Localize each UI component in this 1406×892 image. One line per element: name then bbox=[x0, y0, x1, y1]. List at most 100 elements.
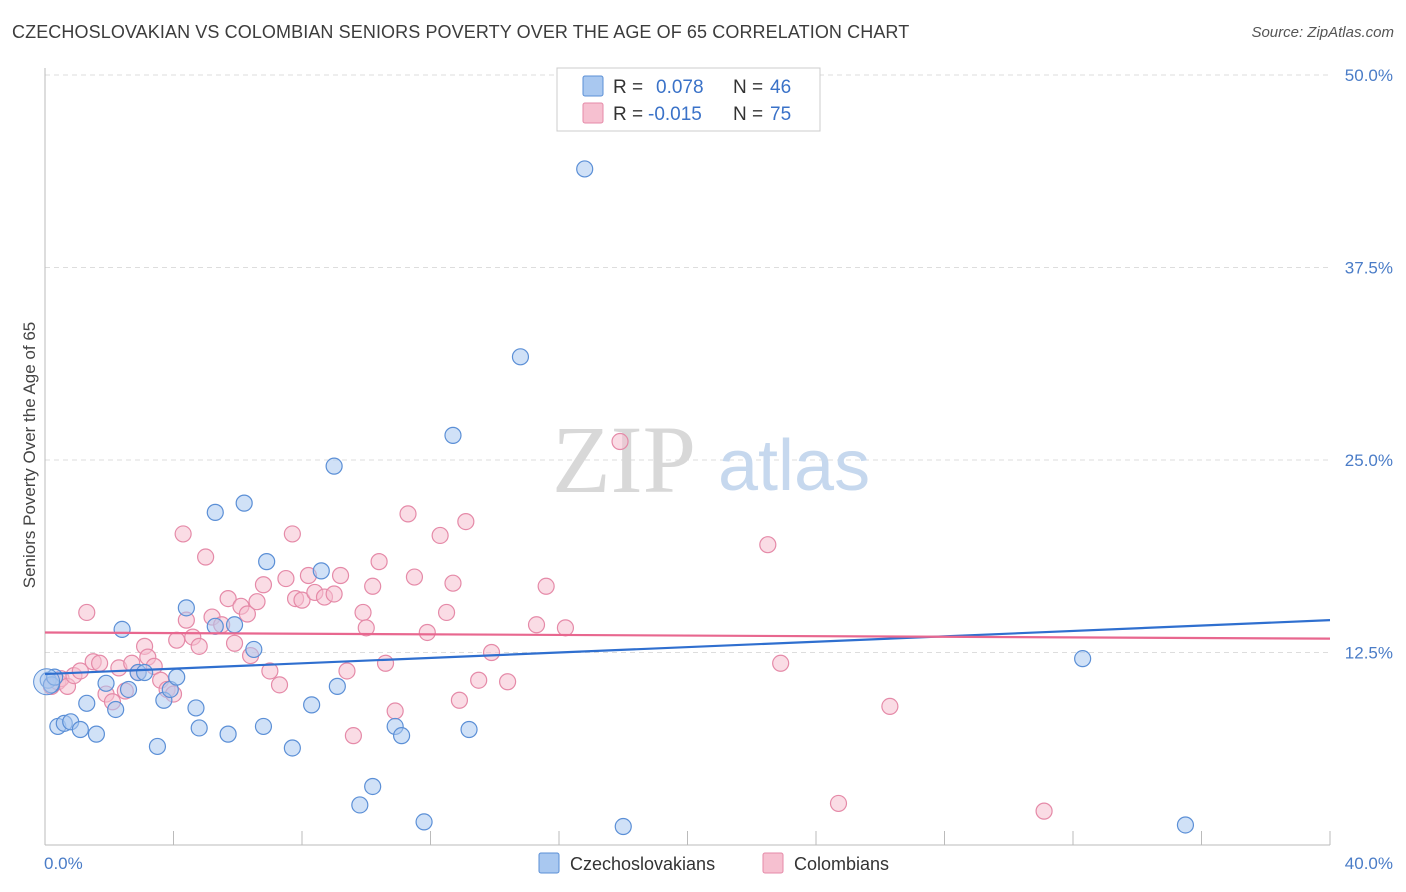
legend-label-colombian: Colombians bbox=[794, 854, 889, 874]
data-point-czech bbox=[325, 457, 343, 475]
legend-label-czech: Czechoslovakians bbox=[570, 854, 715, 874]
data-point-colombian bbox=[219, 589, 237, 608]
data-point-czech bbox=[245, 640, 263, 659]
data-point-czech bbox=[148, 737, 167, 756]
data-point-colombian bbox=[1035, 802, 1053, 820]
data-point-colombian bbox=[364, 577, 382, 595]
stats-r-label-czech: R = bbox=[613, 77, 643, 98]
data-point-czech bbox=[225, 616, 244, 634]
data-point-czech bbox=[351, 796, 369, 814]
data-point-colombian bbox=[556, 619, 575, 637]
data-point-czech bbox=[190, 719, 208, 737]
data-point-czech bbox=[177, 599, 195, 617]
stats-n-label-czech: N = bbox=[733, 77, 763, 98]
data-point-colombian bbox=[261, 662, 279, 680]
stats-n-value-czech: 46 bbox=[770, 77, 791, 98]
data-point-colombian bbox=[444, 574, 462, 592]
data-point-czech bbox=[78, 694, 96, 712]
data-point-czech bbox=[460, 720, 478, 739]
data-point-colombian bbox=[499, 673, 517, 691]
data-point-colombian bbox=[344, 727, 362, 745]
data-point-czech bbox=[119, 680, 138, 699]
data-point-colombian bbox=[283, 525, 301, 543]
data-point-czech bbox=[364, 777, 382, 796]
stats-swatch-czech bbox=[582, 75, 604, 97]
data-point-colombian bbox=[450, 691, 469, 709]
tick-labels: 12.5% 25.0% 37.5% 50.0% 0.0% 40.0% bbox=[44, 66, 1393, 873]
data-point-czech bbox=[113, 620, 131, 639]
watermark-zip: ZIP bbox=[552, 406, 696, 513]
data-point-czech bbox=[1176, 816, 1195, 834]
data-point-colombian bbox=[91, 654, 109, 672]
data-point-czech bbox=[258, 553, 276, 571]
legend-swatch-colombian bbox=[762, 852, 784, 874]
data-point-colombian bbox=[759, 536, 777, 554]
watermark: ZIP atlas bbox=[552, 406, 870, 513]
y-tick-label: 12.5% bbox=[1345, 644, 1393, 663]
data-point-czech bbox=[206, 617, 224, 635]
data-point-czech bbox=[576, 160, 594, 178]
data-point-colombian bbox=[772, 654, 790, 672]
data-point-czech bbox=[168, 668, 186, 686]
data-point-colombian bbox=[482, 643, 501, 662]
data-point-colombian bbox=[437, 603, 456, 622]
data-point-colombian bbox=[405, 568, 424, 586]
data-point-colombian bbox=[168, 631, 186, 649]
trend-line-colombian bbox=[44, 631, 1331, 640]
data-point-colombian bbox=[431, 526, 449, 545]
data-point-czech bbox=[614, 817, 632, 836]
data-point-colombian bbox=[71, 662, 89, 680]
data-point-colombian bbox=[325, 585, 343, 603]
data-point-colombian bbox=[238, 605, 256, 623]
y-tick-label: 25.0% bbox=[1345, 451, 1393, 470]
data-point-czech bbox=[392, 727, 411, 745]
data-point-czech bbox=[415, 813, 433, 831]
data-point-colombian bbox=[277, 569, 295, 588]
data-point-colombian bbox=[354, 603, 372, 622]
data-point-colombian bbox=[537, 577, 555, 595]
legend-swatch-czech bbox=[538, 852, 560, 874]
stats-n-label-colombian: N = bbox=[733, 104, 763, 125]
data-point-czech bbox=[187, 699, 205, 717]
data-point-colombian bbox=[376, 654, 395, 672]
data-point-czech bbox=[328, 677, 346, 695]
data-point-colombian bbox=[190, 637, 208, 655]
watermark-atlas: atlas bbox=[718, 426, 870, 506]
data-point-czech bbox=[312, 562, 330, 580]
data-point-colombian bbox=[611, 432, 629, 451]
stats-r-value-colombian: -0.015 bbox=[648, 104, 702, 125]
data-points bbox=[33, 160, 1195, 836]
data-point-colombian bbox=[457, 512, 475, 531]
data-point-czech bbox=[71, 720, 89, 739]
data-point-colombian bbox=[338, 662, 356, 680]
data-point-czech bbox=[444, 426, 462, 444]
trend-lines bbox=[44, 619, 1331, 676]
stats-n-value-colombian: 75 bbox=[770, 104, 791, 125]
legend: Czechoslovakians Colombians bbox=[538, 852, 889, 874]
data-point-czech bbox=[254, 717, 273, 736]
data-point-colombian bbox=[386, 702, 404, 720]
data-point-colombian bbox=[197, 548, 215, 566]
data-point-colombian bbox=[418, 623, 436, 642]
stats-swatch-colombian bbox=[582, 102, 604, 124]
stats-r-value-czech: 0.078 bbox=[656, 77, 704, 98]
trend-line-czech bbox=[44, 619, 1331, 676]
data-point-colombian bbox=[881, 697, 899, 716]
data-point-colombian bbox=[357, 619, 375, 637]
data-point-czech bbox=[303, 696, 321, 714]
data-point-colombian bbox=[470, 671, 488, 689]
data-point-colombian bbox=[248, 593, 266, 611]
data-point-colombian bbox=[270, 676, 289, 694]
data-point-czech bbox=[511, 348, 530, 366]
data-point-colombian bbox=[331, 566, 350, 585]
data-point-czech-cluster bbox=[33, 668, 61, 696]
data-point-czech bbox=[219, 725, 237, 743]
data-point-colombian bbox=[174, 525, 192, 543]
chart-title: CZECHOSLOVAKIAN VS COLOMBIAN SENIORS POV… bbox=[12, 22, 910, 42]
data-point-czech bbox=[97, 674, 115, 692]
data-point-czech bbox=[107, 700, 125, 719]
stats-r-label-colombian: R = bbox=[613, 104, 643, 125]
data-point-colombian bbox=[829, 794, 848, 813]
grid-lines bbox=[45, 74, 1330, 653]
